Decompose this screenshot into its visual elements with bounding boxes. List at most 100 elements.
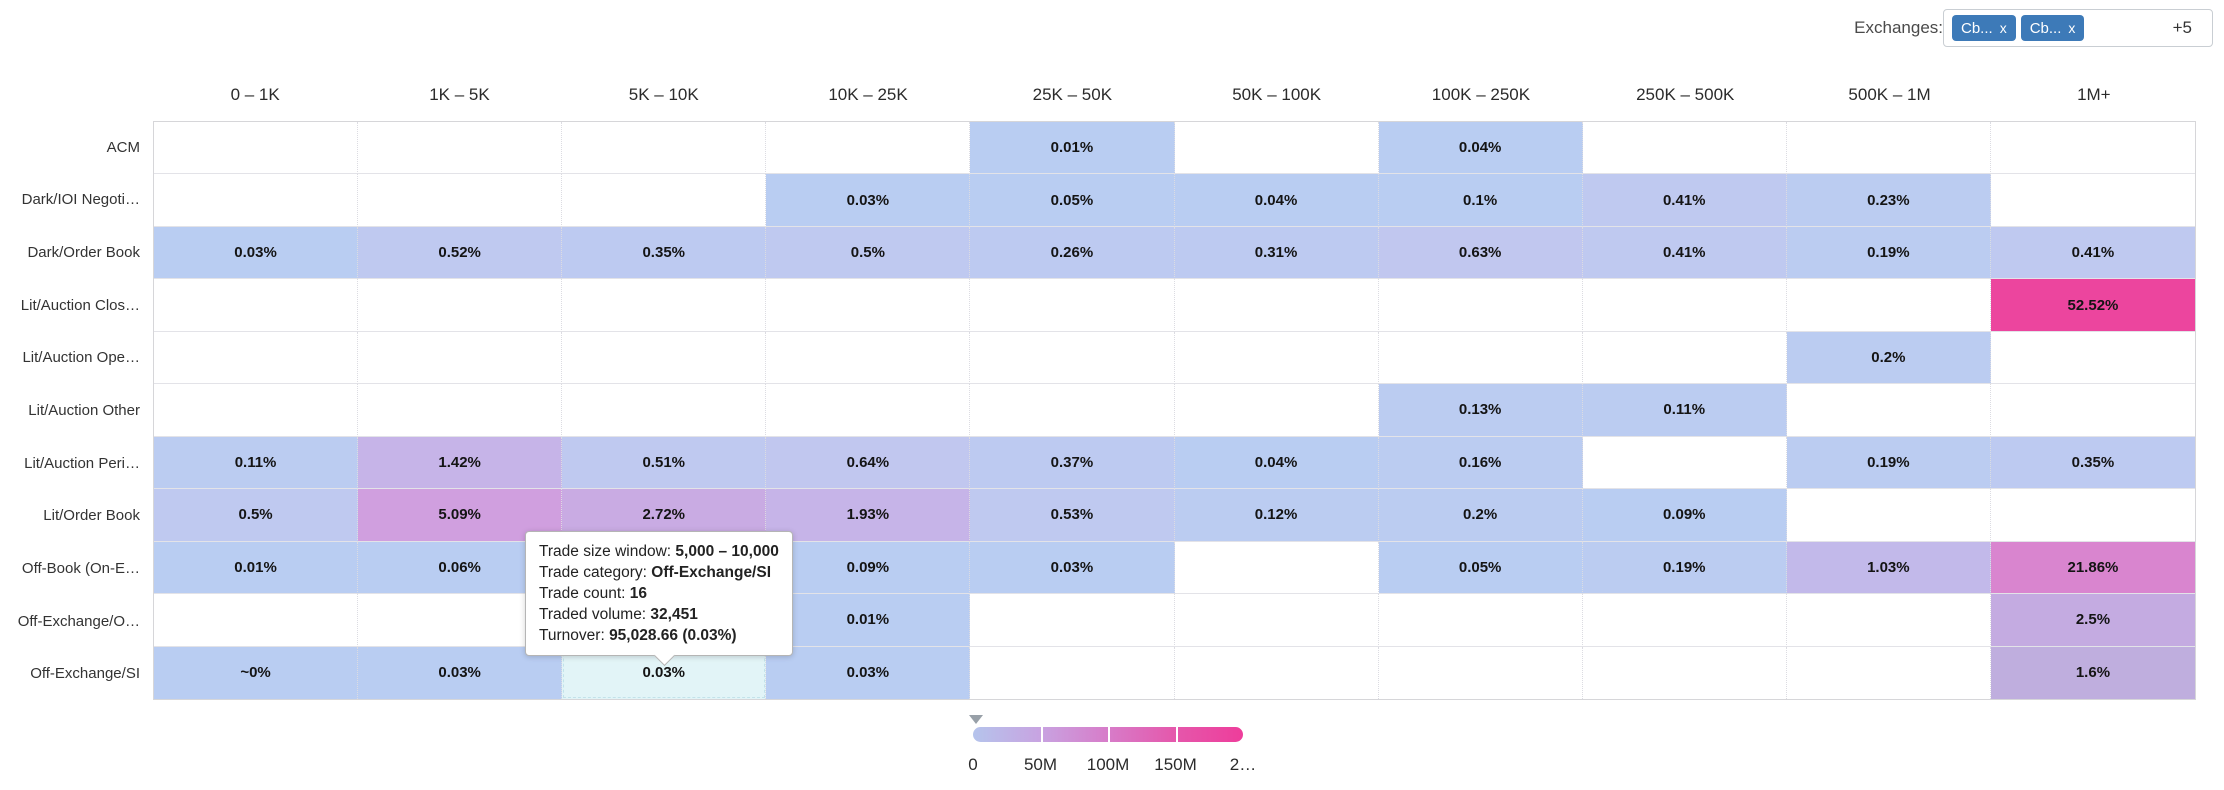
heatmap-cell-empty bbox=[1786, 594, 1991, 647]
heatmap-cell-empty bbox=[1174, 594, 1379, 647]
row-labels: ACM Dark/IOI Negoti… Dark/Order Book Lit/Au… bbox=[0, 121, 140, 700]
tooltip-line: Trade size window: 5,000 – 10,000 bbox=[539, 543, 779, 560]
heatmap-cell-empty bbox=[1582, 122, 1787, 175]
heatmap-cell[interactable]: 1.6% bbox=[1990, 646, 2195, 699]
heatmap-cell-empty bbox=[1582, 594, 1787, 647]
heatmap-cell[interactable]: 0.04% bbox=[1174, 174, 1379, 227]
heatmap-cell-empty bbox=[1787, 646, 1991, 699]
heatmap-cell-empty bbox=[358, 384, 563, 437]
column-header: 1M+ bbox=[2077, 85, 2111, 104]
legend-separator bbox=[1040, 727, 1043, 742]
heatmap-cell[interactable]: 0.53% bbox=[970, 489, 1175, 542]
heatmap-cell-empty bbox=[562, 279, 767, 332]
column-header: 1K – 5K bbox=[429, 85, 490, 104]
heatmap-cell[interactable]: 0.19% bbox=[1582, 541, 1787, 595]
heatmap-grid: 0.01% 0.04% 0.03% 0.05% 0.04% 0.1% 0.41% 0.23% 0… bbox=[153, 121, 2196, 700]
heatmap-cell[interactable]: 0.64% bbox=[766, 436, 971, 490]
chip-remove-icon[interactable]: x bbox=[1999, 20, 2007, 36]
heatmap-cell[interactable]: 0.03% bbox=[154, 226, 359, 280]
heatmap-cell[interactable]: 0.41% bbox=[1582, 174, 1787, 227]
heatmap-cell[interactable]: 2.5% bbox=[1990, 594, 2195, 647]
heatmap-cell[interactable]: 0.11% bbox=[1582, 384, 1787, 437]
heatmap-cell[interactable]: 0.11% bbox=[154, 436, 359, 490]
legend-gradient-bar bbox=[973, 727, 1243, 742]
heatmap-cell[interactable]: 0.51% bbox=[562, 436, 767, 490]
heatmap-cell-empty bbox=[562, 384, 767, 437]
heatmap-cell[interactable]: 0.01% bbox=[970, 122, 1175, 175]
heatmap-cell[interactable]: 0.05% bbox=[970, 174, 1175, 227]
tooltip-line: Turnover: 95,028.66 (0.03%) bbox=[539, 627, 737, 644]
column-header: 10K – 25K bbox=[828, 85, 908, 104]
heatmap-cell-empty bbox=[766, 331, 971, 385]
heatmap-cell[interactable]: 0.01% bbox=[766, 594, 971, 647]
column-header: 250K – 500K bbox=[1636, 85, 1735, 104]
column-header: 0 – 1K bbox=[230, 85, 280, 104]
heatmap-cell-empty bbox=[1786, 489, 1991, 542]
heatmap-cell[interactable]: 0.2% bbox=[1378, 489, 1583, 542]
heatmap-cell[interactable]: 0.13% bbox=[1378, 384, 1583, 437]
row-label: Off-Exchange/O… bbox=[17, 612, 140, 630]
heatmap-cell[interactable]: 52.52% bbox=[1990, 279, 2195, 332]
legend-tick-label: 100M bbox=[1086, 755, 1130, 774]
heatmap-cell[interactable]: 5.09% bbox=[358, 489, 563, 542]
heatmap-cell[interactable]: 0.26% bbox=[970, 226, 1175, 280]
heatmap-cell[interactable]: 0.41% bbox=[1582, 226, 1787, 280]
heatmap-cell[interactable]: 0.04% bbox=[1378, 122, 1583, 175]
exchange-chip[interactable]: Cb... x bbox=[2020, 15, 2085, 41]
heatmap-cell[interactable]: 0.2% bbox=[1786, 331, 1991, 385]
legend-separator bbox=[1175, 727, 1178, 742]
heatmap-cell-empty bbox=[154, 594, 359, 647]
heatmap-cell[interactable]: 1.42% bbox=[358, 436, 563, 490]
heatmap-cell[interactable]: 0.23% bbox=[1786, 174, 1991, 227]
heatmap-cell[interactable]: 0.19% bbox=[1786, 436, 1991, 490]
tooltip-line: Trade category: Off-Exchange/SI bbox=[539, 564, 772, 581]
heatmap-cell[interactable]: 0.31% bbox=[1174, 226, 1379, 280]
heatmap-cell[interactable]: 0.01% bbox=[154, 541, 359, 595]
heatmap-cell[interactable]: 0.35% bbox=[562, 226, 767, 280]
heatmap-cell[interactable]: 0.16% bbox=[1378, 436, 1583, 490]
heatmap-cell[interactable]: 0.52% bbox=[358, 226, 563, 280]
heatmap-cell[interactable]: 1.03% bbox=[1786, 541, 1991, 595]
heatmap-cell[interactable]: 0.03% bbox=[766, 174, 971, 227]
heatmap-cell-empty bbox=[1990, 122, 2195, 175]
heatmap-cell[interactable]: 0.5% bbox=[154, 489, 359, 542]
heatmap-cell-empty bbox=[562, 174, 767, 227]
heatmap-cell[interactable]: 0.37% bbox=[970, 436, 1175, 490]
heatmap-cell-empty bbox=[562, 122, 767, 175]
heatmap-cell[interactable]: 21.86% bbox=[1990, 541, 2195, 595]
heatmap-cell-empty bbox=[970, 279, 1175, 332]
heatmap-cell[interactable]: 0.09% bbox=[1582, 489, 1787, 542]
exchanges-filter-box[interactable]: Cb... x Cb... x +5 bbox=[1943, 9, 2213, 47]
heatmap-cell[interactable]: 0.03% bbox=[766, 646, 971, 699]
cell-tooltip: Trade size window: 5,000 – 10,000 Trade c… bbox=[525, 531, 793, 667]
heatmap-cell-empty bbox=[154, 174, 359, 227]
chip-remove-icon[interactable]: x bbox=[2068, 20, 2076, 36]
row-label: ACM bbox=[106, 138, 140, 156]
legend-tick-label: 50M bbox=[1023, 755, 1058, 774]
heatmap-cell[interactable]: 0.19% bbox=[1786, 226, 1991, 280]
heatmap-cell[interactable]: 1.93% bbox=[766, 489, 971, 542]
legend-tick-label: 2… bbox=[1229, 755, 1257, 774]
heatmap-cell-empty bbox=[358, 279, 563, 332]
heatmap-cell-empty bbox=[1174, 122, 1379, 175]
heatmap-cell[interactable]: 0.04% bbox=[1174, 436, 1379, 490]
heatmap-cell[interactable]: 0.35% bbox=[1990, 436, 2195, 490]
heatmap-cell[interactable]: 0.12% bbox=[1174, 489, 1379, 542]
heatmap-cell[interactable]: 0.41% bbox=[1990, 226, 2195, 280]
heatmap-cell[interactable]: 0.5% bbox=[766, 226, 971, 280]
column-header: 5K – 10K bbox=[628, 85, 699, 104]
row-label: Lit/Auction Ope… bbox=[22, 349, 140, 367]
heatmap-cell-empty bbox=[1583, 646, 1787, 699]
heatmap-cell-empty bbox=[154, 331, 359, 385]
heatmap-cell[interactable]: 0.63% bbox=[1378, 226, 1583, 280]
exchange-chip[interactable]: Cb... x bbox=[1952, 15, 2016, 41]
heatmap-cell[interactable]: 0.09% bbox=[766, 541, 971, 595]
heatmap-cell-empty bbox=[1582, 436, 1787, 490]
heatmap-cell[interactable]: 0.1% bbox=[1378, 174, 1583, 227]
heatmap-cell[interactable]: ~0% bbox=[154, 646, 359, 699]
heatmap-cell[interactable]: 0.05% bbox=[1378, 541, 1583, 595]
heatmap-cell-empty bbox=[1990, 174, 2195, 227]
heatmap-cell[interactable]: 0.03% bbox=[970, 541, 1175, 595]
row-label: Lit/Auction Clos… bbox=[20, 296, 140, 314]
